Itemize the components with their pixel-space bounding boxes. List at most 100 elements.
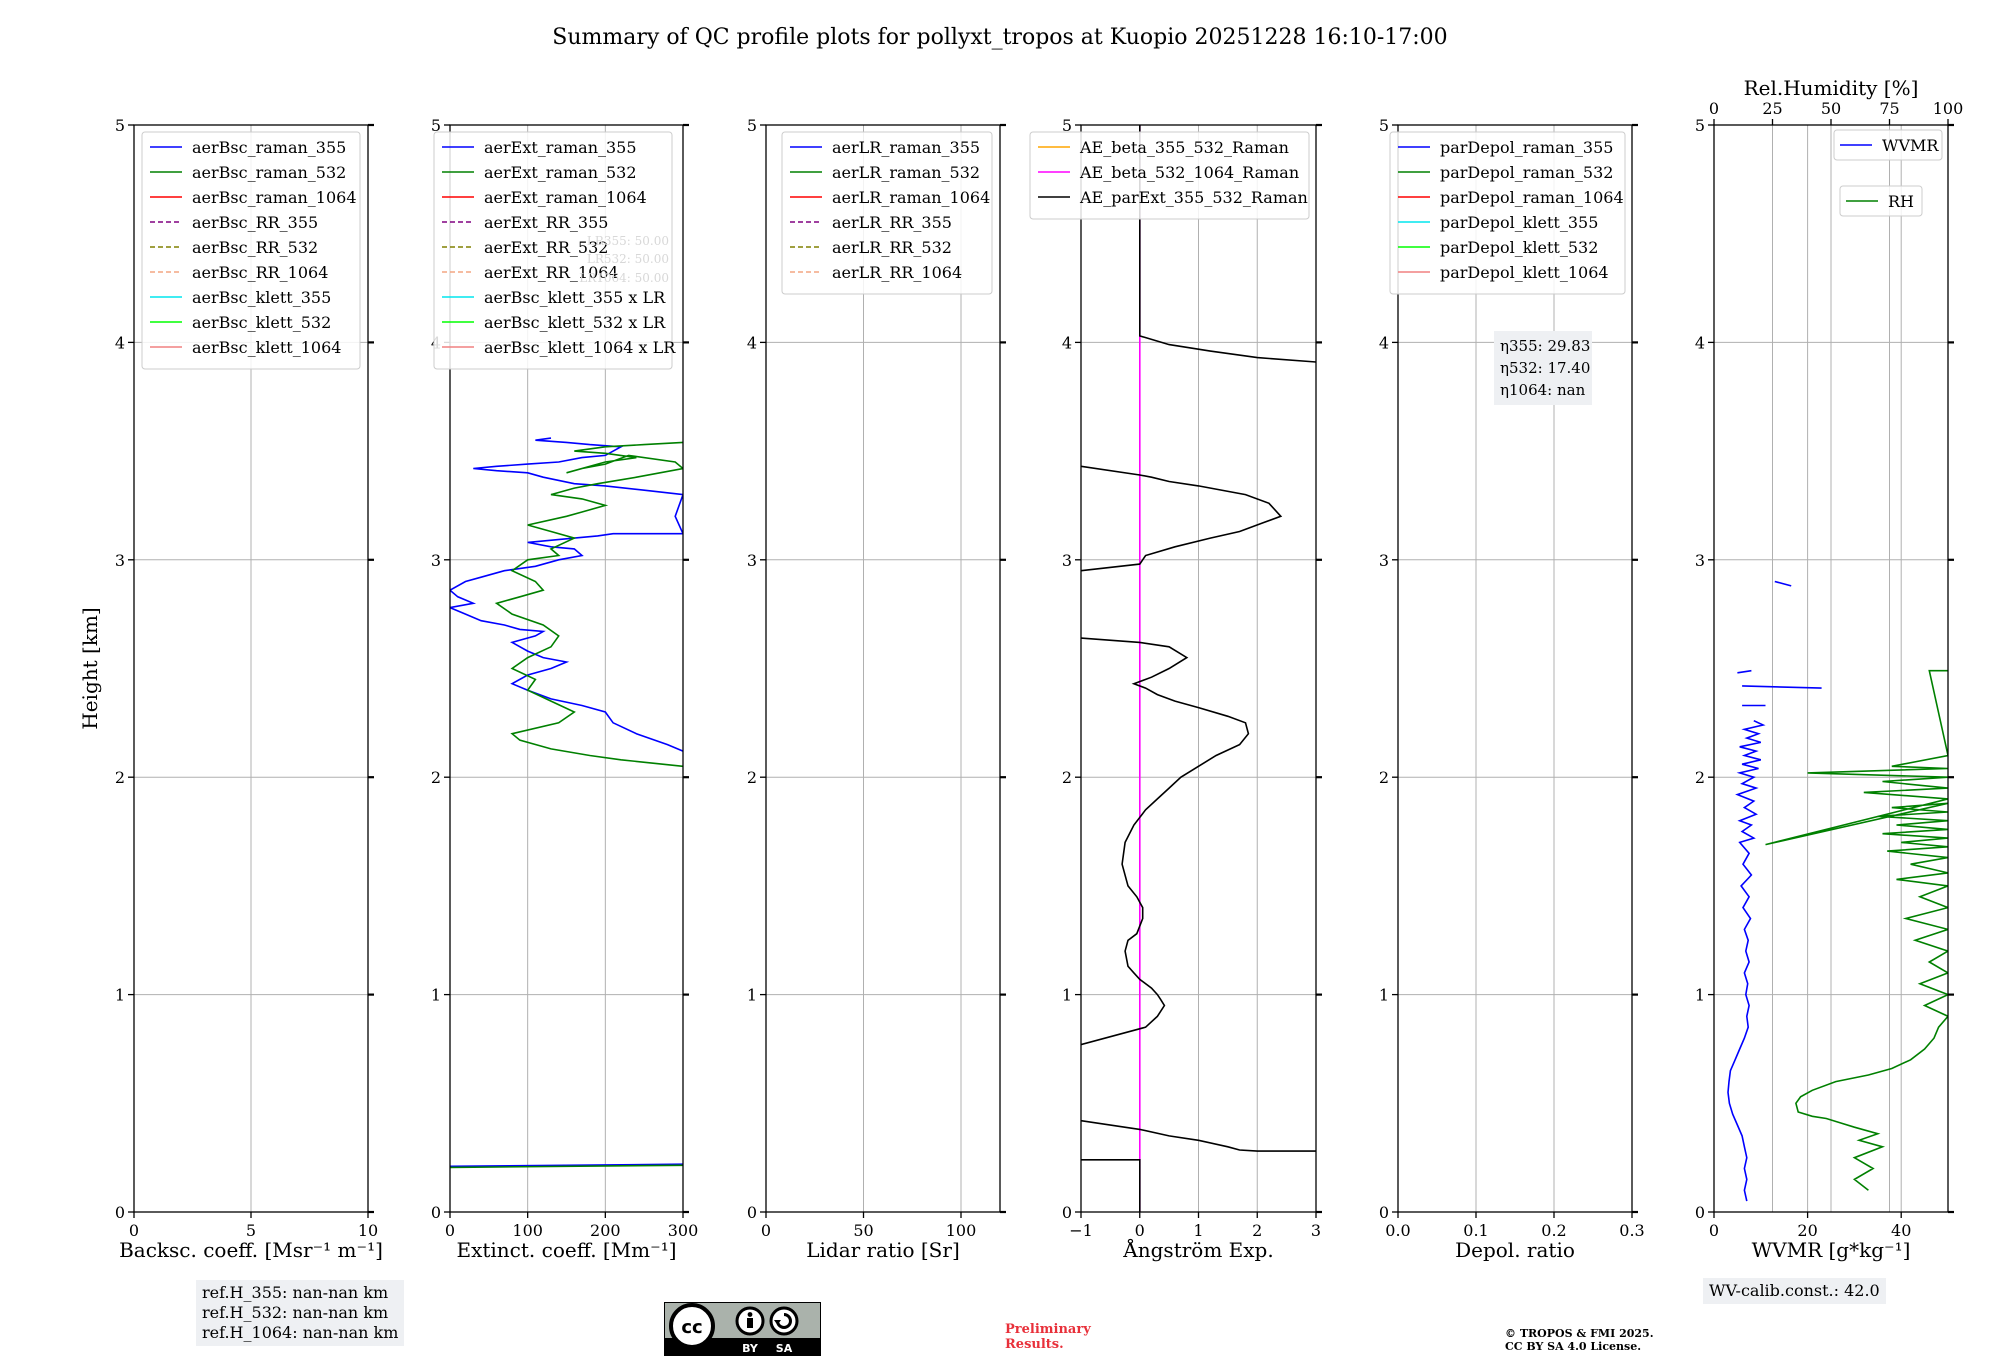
legend-label: aerBsc_raman_532 [192,163,346,182]
y-tick-label: 3 [747,551,757,570]
legend-label: aerLR_raman_532 [832,163,980,182]
series-line-AE_parExt_355_532_Raman [1081,637,1250,1046]
lidar-ratio-note: LR532: 50.00 [587,252,669,266]
y-tick-label: 1 [431,986,441,1005]
legend-label: aerExt_RR_532 [484,238,608,257]
cc-sa-label: SA [776,1342,793,1355]
legend-label: AE_parExt_355_532_Raman [1079,188,1308,207]
axes-frame [1397,124,1633,1213]
y-tick-label: 3 [431,551,441,570]
y-tick-label: 4 [1379,333,1389,352]
y-tick-label: 0 [1379,1203,1389,1222]
legend-ang: AE_beta_355_532_Raman AE_beta_532_1064_Ra… [1029,131,1310,220]
series-line-AE_parExt_355_532_Raman [1081,1159,1141,1212]
top-tick-label: 25 [1762,99,1782,118]
legend-label: parDepol_klett_1064 [1440,263,1609,282]
y-tick-label: 1 [1379,986,1389,1005]
x-tick-label: 1 [1193,1221,1203,1240]
series-line-AE_parExt_355_532_Raman [1139,125,1316,363]
copyright-line-2: CC BY SA 4.0 License. [1505,1340,1642,1353]
legend-box [781,131,993,295]
x-tick-label: −1 [1069,1221,1093,1240]
x-tick-label: 2 [1252,1221,1262,1240]
legend-box [1029,131,1310,220]
y-tick-label: 2 [747,768,757,787]
top-tick-label: 50 [1821,99,1841,118]
svg-text:cc: cc [681,1317,702,1338]
legend-box [433,131,673,370]
top-tick-label: 0 [1709,99,1719,118]
x-axis-label: Depol. ratio [1455,1238,1575,1262]
legend-label: parDepol_raman_532 [1440,163,1613,182]
lidar-ratio-note: LR1064: 50.00 [579,271,669,285]
legend-label: aerExt_RR_355 [484,213,608,232]
legend-label: aerLR_raman_355 [832,138,980,157]
x-tick-label: 0 [1135,1221,1145,1240]
top-tick-label: 75 [1879,99,1899,118]
eta-value: η355: 29.83 [1500,337,1590,355]
legend-box [1839,185,1923,217]
legend-bsc: aerBsc_raman_355 aerBsc_raman_532 aerBsc_r… [141,131,361,370]
x-axis-label: Lidar ratio [Sr] [806,1238,960,1262]
y-tick-label: 4 [115,333,125,352]
x-axis-label: Ångström Exp. [1122,1237,1273,1262]
legend-label: aerBsc_klett_1064 x LR [484,338,676,357]
sa-share-alike-icon [769,1306,799,1336]
legend-label: aerLR_RR_1064 [832,263,962,282]
legend-label: aerExt_raman_532 [484,163,637,182]
y-tick-label: 5 [747,116,757,135]
x-tick-label: 0.1 [1463,1221,1488,1240]
x-axis-label: Backsc. coeff. [Msr⁻¹ m⁻¹] [119,1238,383,1262]
legend-label: aerBsc_RR_355 [192,213,318,232]
legend-label: parDepol_klett_355 [1440,213,1598,232]
y-tick-label: 1 [747,986,757,1005]
y-tick-label: 0 [1062,1203,1072,1222]
preliminary-note: Preliminary Results. [1005,1322,1091,1352]
y-tick-label: 1 [1062,986,1072,1005]
legend-label: RH [1888,192,1914,211]
x-tick-label: 50 [853,1221,873,1240]
y-tick-label: 3 [1062,551,1072,570]
x-tick-label: 100 [946,1221,977,1240]
eta-box-bg [1494,331,1592,405]
legend-dep: parDepol_raman_355 parDepol_raman_532 parD… [1389,131,1626,295]
legend-WVMR: WVMR [1833,129,1943,161]
eta-value: η532: 17.40 [1500,359,1590,377]
y-tick-label: 0 [431,1203,441,1222]
y-axis-label: Height [km] [78,607,102,729]
y-tick-label: 2 [1062,768,1072,787]
eta-box: η355: 29.83 η532: 17.40 η1064: nan [1494,331,1592,405]
legend-ext: aerExt_raman_355 aerExt_raman_532 aerExt_r… [433,131,676,370]
legend-label: aerBsc_klett_355 x LR [484,288,666,307]
series-line-aerExt_raman_532 [450,1164,683,1169]
x-tick-label: 0.3 [1619,1221,1644,1240]
axes-frame [765,124,1001,1213]
x-tick-label: 0 [761,1221,771,1240]
y-tick-label: 2 [1695,768,1705,787]
y-tick-label: 4 [1695,333,1705,352]
series-group-ext [450,437,683,1169]
legend-lr: aerLR_raman_355 aerLR_raman_532 aerLR_rama… [781,131,993,295]
legend-label: AE_beta_532_1064_Raman [1079,163,1299,182]
y-tick-label: 3 [1379,551,1389,570]
panel-dep: 0 1 2 3 4 5 0.0 0.1 0.2 0.3 Depol. ratio parDepol_r… [1379,116,1645,1262]
copyright-note: © TROPOS & FMI 2025. CC BY SA 4.0 Licens… [1505,1327,1654,1353]
legend-label: aerLR_RR_532 [832,238,952,257]
series-line-aerExt_raman_355 [450,437,683,752]
series-group-wv [1727,580,1948,1202]
x-tick-label: 40 [1891,1221,1911,1240]
y-tick-label: 5 [115,116,125,135]
wv-calibration-box: WV-calib.const.: 42.0 [1703,1278,1886,1304]
y-tick-label: 5 [1695,116,1705,135]
preliminary-line-2: Results. [1005,1337,1064,1352]
legend-label: aerExt_raman_355 [484,138,637,157]
y-tick-label: 4 [1062,333,1072,352]
series-line-WVMR [1737,669,1752,674]
y-tick-label: 2 [431,768,441,787]
x-axis-label: Extinct. coeff. [Mm⁻¹] [456,1238,676,1262]
x-tick-label: 3 [1311,1221,1321,1240]
y-tick-label: 3 [1695,551,1705,570]
